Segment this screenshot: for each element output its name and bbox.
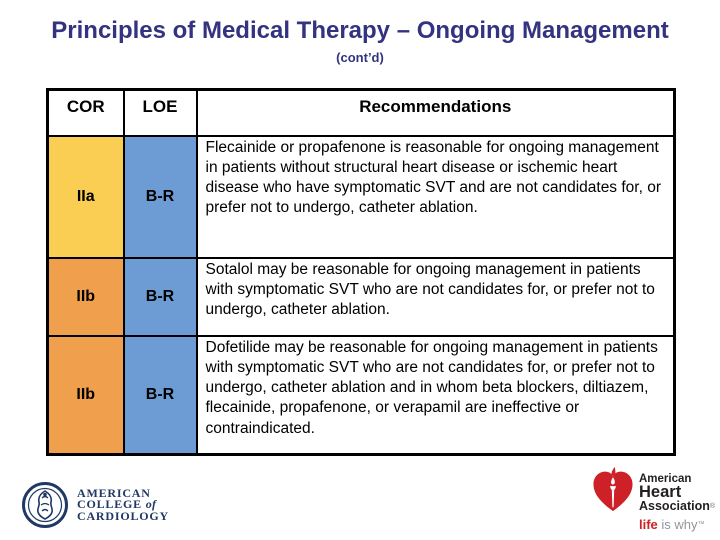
trademark-mark: ™: [697, 521, 705, 528]
loe-cell: B-R: [122, 256, 198, 337]
page-subtitle: (cont’d): [336, 50, 384, 65]
table-row: IIb B-R Dofetilide may be reasonable for…: [46, 334, 676, 456]
column-header-recommendations: Recommendations: [195, 88, 676, 137]
aha-line-2: Heart: [639, 483, 682, 501]
aha-wordmark: American Heart Association®: [639, 473, 716, 513]
aha-line-1: American: [639, 473, 692, 485]
recommendation-text: Dofetilide may be reasonable for ongoing…: [195, 334, 676, 456]
loe-cell: B-R: [122, 334, 198, 456]
loe-cell: B-R: [122, 134, 198, 259]
column-header-cor: COR: [46, 88, 125, 137]
aha-line-3: Association®: [639, 499, 716, 513]
table-row: IIa B-R Flecainide or propafenone is rea…: [46, 134, 676, 259]
cor-cell: IIb: [46, 256, 125, 337]
recommendation-text: Sotalol may be reasonable for ongoing ma…: [195, 256, 676, 337]
aha-tagline: life is why™: [639, 517, 705, 532]
column-header-loe: LOE: [122, 88, 198, 137]
recommendations-table: COR LOE Recommendations IIa B-R Flecaini…: [46, 88, 676, 456]
registered-mark: ®: [709, 503, 716, 510]
acc-line-2: COLLEGE of: [77, 497, 157, 512]
page-title: Principles of Medical Therapy – Ongoing …: [51, 17, 669, 44]
acc-line-1: AMERICAN: [77, 485, 151, 500]
acc-wordmark: AMERICAN COLLEGE of CARDIOLOGY: [77, 485, 170, 523]
aha-heart-icon: [593, 464, 633, 512]
acc-logo: AMERICAN COLLEGE of CARDIOLOGY: [21, 481, 169, 529]
cor-cell: IIa: [46, 134, 125, 259]
table-row: IIb B-R Sotalol may be reasonable for on…: [46, 256, 676, 337]
acc-seal-icon: [22, 482, 68, 528]
recommendation-text: Flecainide or propafenone is reasonable …: [195, 134, 676, 259]
acc-line-3: CARDIOLOGY: [77, 508, 170, 523]
table-header-row: COR LOE Recommendations: [46, 88, 676, 137]
cor-cell: IIb: [46, 334, 125, 456]
